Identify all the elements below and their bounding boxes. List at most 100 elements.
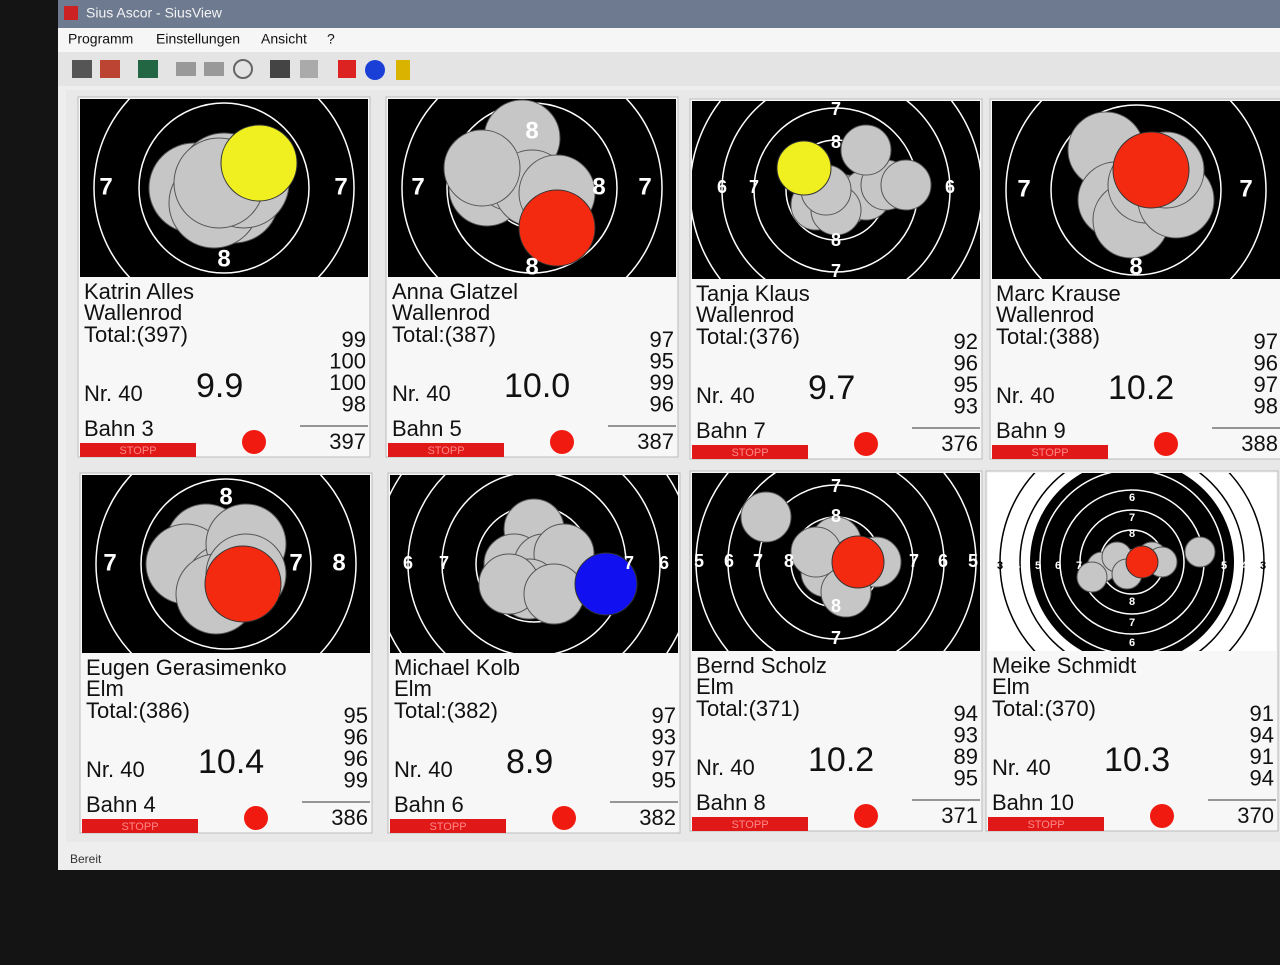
last-shot (518, 189, 596, 267)
ring-label: 8 (831, 132, 841, 152)
ring-label: 8 (831, 596, 841, 616)
ring-label: 7 (289, 549, 302, 576)
menu-item[interactable]: Einstellungen (156, 31, 240, 47)
tool-button[interactable] (338, 60, 356, 78)
target-ring (1005, 101, 1267, 279)
last-shot-value: 9.9 (196, 367, 243, 405)
menu-bar (58, 28, 1280, 52)
last-shot (776, 140, 832, 196)
last-shot-value: 10.4 (198, 743, 264, 781)
target-ring (1019, 473, 1245, 651)
shot-hole (740, 491, 792, 543)
ring-label: 7 (1129, 617, 1135, 629)
lane-label: Bahn 5 (392, 416, 462, 441)
tool-button[interactable] (138, 60, 158, 78)
tool-button[interactable] (365, 60, 385, 80)
status-bar-red (82, 819, 198, 833)
menu-item[interactable]: ? (327, 31, 335, 47)
ring-label: 7 (749, 177, 759, 197)
series-score: 93 (954, 722, 978, 747)
status-dot (242, 430, 266, 454)
ring-label: 7 (1129, 512, 1135, 524)
shot-number: Nr. 40 (86, 757, 145, 782)
ring-label: 5 (1035, 560, 1041, 572)
lane-label: Bahn 7 (696, 418, 766, 443)
app-icon (64, 6, 78, 20)
series-score: 99 (342, 327, 366, 352)
menu-item[interactable]: Ansicht (261, 31, 307, 47)
target-ring (1039, 473, 1225, 651)
ring-label: 7 (909, 551, 919, 571)
total-score: Total:(388) (996, 324, 1100, 349)
tool-button[interactable] (270, 60, 290, 78)
ring-label: 8 (217, 245, 230, 272)
shot-hole (880, 159, 932, 211)
last-shot (574, 552, 638, 616)
ring-label: 7 (831, 476, 841, 496)
shooter-club: Elm (394, 676, 432, 701)
series-score: 98 (1254, 393, 1278, 418)
status-bar-red (80, 443, 196, 457)
target-ring (407, 475, 661, 653)
shot-hole (523, 563, 585, 625)
shooter-club: Wallenrod (84, 300, 182, 325)
lane-state: STOPP (427, 445, 464, 457)
sum-score: 397 (329, 429, 366, 454)
series-score: 95 (650, 348, 674, 373)
status-dot (1154, 432, 1178, 456)
tool-button[interactable] (72, 60, 92, 78)
target-ring (727, 473, 945, 651)
status-dot (244, 806, 268, 830)
tool-button[interactable] (204, 62, 224, 76)
target: 8 7 8 7 8 (388, 99, 676, 277)
ring-label: 8 (831, 230, 841, 250)
series-score: 100 (329, 348, 366, 373)
series-score: 96 (344, 724, 368, 749)
last-shot-value: 10.0 (504, 367, 570, 405)
series-score: 95 (652, 767, 676, 792)
target: 7 7 8 (992, 101, 1280, 279)
ring-label: 5 (1221, 560, 1227, 572)
ring-label: 7 (831, 628, 841, 648)
shot-hole (443, 129, 521, 207)
target: 785 6 7 8 7 6 587 (692, 473, 980, 651)
target-ring (999, 473, 1265, 651)
lane-label: Bahn 10 (992, 790, 1074, 815)
series-score: 97 (1254, 329, 1278, 354)
status-bar-red (390, 819, 506, 833)
ring-label: 5 (694, 551, 704, 571)
last-shot-value: 9.7 (808, 369, 855, 407)
ring-label: 8 (525, 117, 538, 144)
tool-button[interactable] (300, 60, 318, 78)
ring-label: 6 (938, 551, 948, 571)
ring-label: 7 (753, 551, 763, 571)
target-ring (721, 101, 951, 279)
tool-button[interactable] (176, 62, 196, 76)
lane-state: STOPP (731, 819, 768, 831)
ring-label: 8 (592, 173, 605, 200)
shooter-club: Wallenrod (392, 300, 490, 325)
status-bar-red (692, 445, 808, 459)
status-bar-red (388, 443, 504, 457)
status-bar: Bereit (70, 852, 102, 866)
series-score: 94 (1250, 765, 1274, 790)
status-bar-red (692, 817, 808, 831)
last-shot-value: 10.2 (1108, 369, 1174, 407)
ring-label: 7 (638, 173, 651, 200)
menu-item[interactable]: Programm (68, 31, 133, 47)
series-score: 97 (652, 703, 676, 728)
ring-label: 6 (659, 553, 669, 573)
series-score: 93 (954, 393, 978, 418)
tool-button[interactable] (233, 59, 253, 79)
total-score: Total:(376) (696, 324, 800, 349)
tool-button[interactable] (100, 60, 120, 78)
lane-state: STOPP (429, 821, 466, 833)
sum-score: 376 (941, 431, 978, 456)
target-ring (695, 473, 977, 651)
tool-button[interactable] (396, 60, 410, 80)
